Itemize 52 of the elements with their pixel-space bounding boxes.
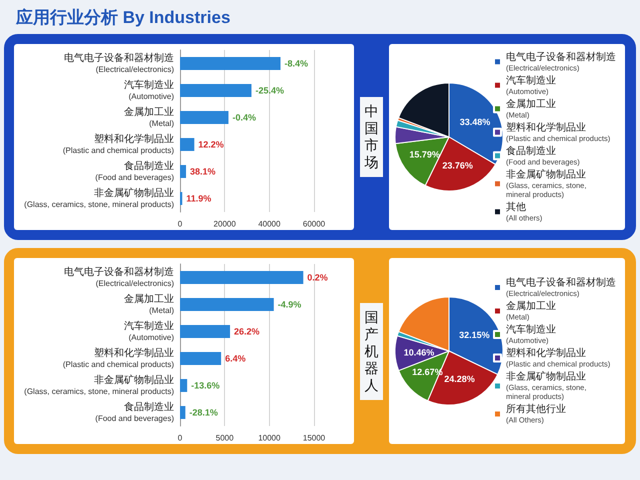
bar — [180, 165, 186, 178]
annotation: -8.4% — [284, 58, 308, 68]
annotation: -4.9% — [278, 300, 302, 310]
annotation: 38.1% — [190, 166, 216, 176]
text: 国产机器人 — [360, 302, 383, 400]
annotation: 0.2% — [307, 272, 328, 282]
x-tick-label: 5000 — [216, 434, 234, 442]
x-tick-label: 15000 — [302, 434, 326, 442]
bar — [180, 271, 304, 284]
annotation: -28.1% — [189, 408, 218, 418]
y-tick-label: 食品制造业 (Food and beverages) — [95, 160, 174, 182]
annotation: -25.4% — [255, 86, 284, 96]
y-tick-label: 电气电子设备和器材制造 (Electrical/electronics) — [64, 52, 174, 74]
y-tick-label: 汽车制造业 (Automotive) — [124, 320, 174, 342]
x-tick-label: 0 — [178, 434, 183, 442]
y-tick-label: 汽车制造业 (Automotive) — [124, 79, 174, 101]
data-label: 15.79% — [409, 149, 440, 160]
annotation: -0.4% — [232, 112, 256, 122]
chart-title: 应用行业分析 By Industries — [14, 7, 232, 29]
bar — [180, 57, 280, 70]
bar — [180, 325, 230, 338]
x-tick-label: 20000 — [214, 220, 236, 228]
annotation: 26.2% — [234, 326, 260, 336]
y-tick-label: 塑料和化学制品业 (Plastic and chemical products) — [62, 133, 174, 155]
x-tick-label: 40000 — [258, 220, 282, 228]
bar — [180, 379, 188, 392]
x-tick-label: 0 — [178, 220, 183, 228]
text: 中国市场 — [360, 97, 383, 177]
annotation: 12.2% — [198, 140, 224, 150]
y-tick-label: 金属加工业 (Metal) — [124, 106, 174, 128]
y-tick-label: 食品制造业 (Food and beverages) — [95, 401, 174, 423]
y-tick-label: 电气电子设备和器材制造 (Electrical/electronics) — [64, 266, 174, 288]
bar — [180, 138, 194, 151]
annotation: 6.4% — [225, 354, 246, 364]
bar — [180, 406, 186, 419]
y-tick-label: 非金属矿物制品业 (Glass, ceramics, stone, mineral products) — [24, 374, 174, 396]
x-tick-label: 60000 — [302, 220, 326, 228]
x-tick-label: 10000 — [258, 434, 282, 442]
y-tick-label: 金属加工业 (Metal) — [124, 293, 174, 315]
data-label: 32.15% — [459, 330, 490, 340]
y-tick-label: 塑料和化学制品业 (Plastic and chemical products) — [62, 347, 174, 369]
data-label: 10.46% — [404, 347, 434, 358]
annotation: -13.6% — [191, 380, 220, 390]
data-label: 33.48% — [460, 117, 490, 128]
data-label: 23.76% — [442, 160, 473, 171]
bar — [180, 352, 222, 365]
annotation: 11.9% — [186, 194, 212, 204]
data-label: 24.28% — [444, 374, 475, 384]
bar — [180, 111, 228, 124]
bar — [180, 298, 274, 311]
bar — [180, 84, 252, 97]
y-tick-label: 非金属矿物制品业 (Glass, ceramics, stone, mineral products) — [24, 187, 174, 209]
